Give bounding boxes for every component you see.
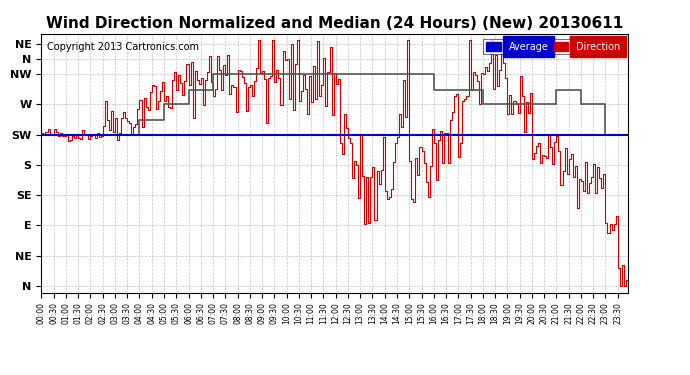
Title: Wind Direction Normalized and Median (24 Hours) (New) 20130611: Wind Direction Normalized and Median (24… bbox=[46, 16, 623, 31]
Legend: Average, Direction: Average, Direction bbox=[484, 39, 623, 54]
Text: Copyright 2013 Cartronics.com: Copyright 2013 Cartronics.com bbox=[47, 42, 199, 51]
